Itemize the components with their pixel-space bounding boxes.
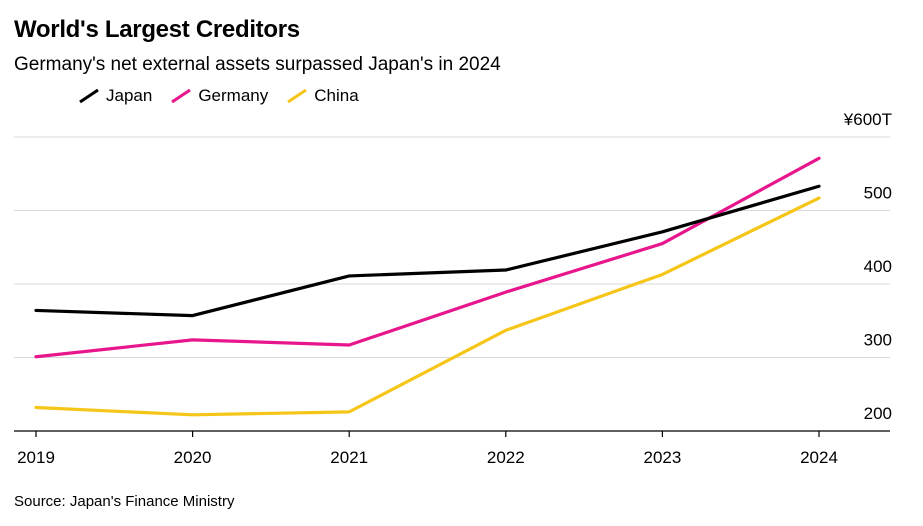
legend-item-china: China bbox=[286, 86, 359, 106]
series-line-japan bbox=[34, 184, 821, 318]
legend-item-japan: Japan bbox=[78, 86, 152, 106]
legend-swatch-japan bbox=[79, 88, 99, 104]
x-tick-label-2022: 2022 bbox=[487, 448, 525, 467]
chart-subtitle: Germany's net external assets surpassed … bbox=[14, 54, 501, 75]
source-note: Source: Japan's Finance Ministry bbox=[14, 493, 235, 510]
legend-swatch-china bbox=[287, 88, 308, 104]
legend-label-germany: Germany bbox=[198, 86, 269, 105]
x-tick-label-2019: 2019 bbox=[17, 448, 55, 467]
series-line-germany bbox=[34, 156, 821, 359]
x-tick-label-2023: 2023 bbox=[643, 448, 681, 467]
y-tick-label-600: ¥600T bbox=[843, 110, 892, 129]
y-tick-label-400: 400 bbox=[864, 257, 892, 276]
legend-item-germany: Germany bbox=[170, 86, 268, 106]
legend-swatch-germany bbox=[171, 88, 192, 104]
x-tick-label-2020: 2020 bbox=[174, 448, 212, 467]
chart-title: World's Largest Creditors bbox=[14, 16, 300, 43]
y-tick-label-300: 300 bbox=[864, 331, 892, 350]
x-tick-label-2024: 2024 bbox=[800, 448, 838, 467]
legend-label-china: China bbox=[314, 86, 359, 105]
x-tick-label-2021: 2021 bbox=[330, 448, 368, 467]
legend-label-japan: Japan bbox=[106, 86, 153, 105]
series-line-china bbox=[34, 196, 821, 417]
legend: Japan Germany China bbox=[78, 86, 359, 106]
y-tick-label-500: 500 bbox=[864, 184, 892, 203]
y-tick-label-200: 200 bbox=[864, 404, 892, 423]
